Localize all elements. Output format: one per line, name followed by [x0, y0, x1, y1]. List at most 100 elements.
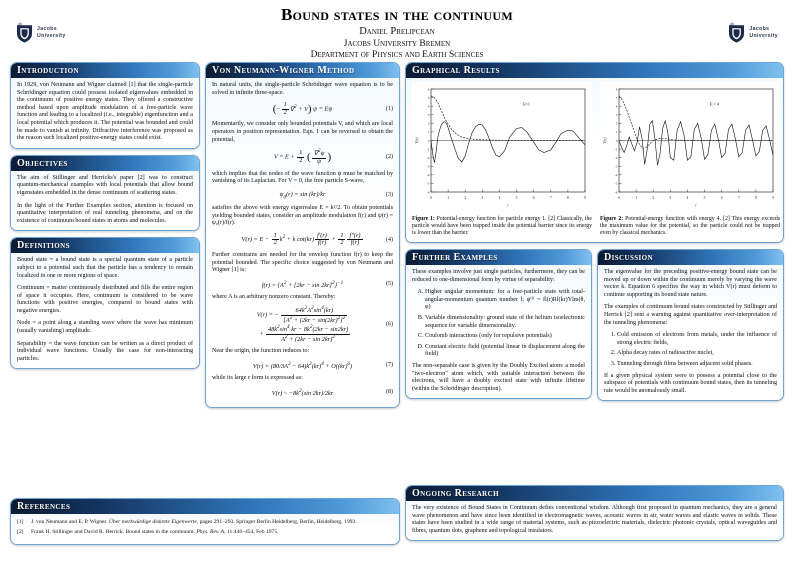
logo-line2: University [749, 32, 778, 39]
svg-text:9: 9 [584, 196, 586, 200]
section-discussion: Discussion The eigenvalue for the preced… [597, 249, 784, 402]
paragraph: Separability = the wave function can be … [17, 340, 193, 362]
author-name: Daniel Prelipcean [359, 26, 435, 37]
svg-text:V(r): V(r) [415, 137, 419, 144]
svg-text:5: 5 [516, 196, 518, 200]
section-objectives-title: Objectives [17, 157, 68, 169]
svg-text:4: 4 [499, 196, 501, 200]
section-vnw-title: Von Neumann-Wigner Method [212, 65, 355, 76]
svg-text:-2: -2 [427, 156, 430, 160]
figure-row: 0 1 2 3 4 5 6 7 8 9 -6 -5 -4 -3 -2 -1 0 1 2 3 4 5 6 r V(r) E=1 Fi… [412, 82, 780, 237]
subcolumn-further: Further Examples These examples involve … [405, 249, 592, 407]
logo-line2: University [37, 32, 66, 39]
equation-1: (− 1 2 ∇2 + V) ψ = Eψ (1) [272, 101, 393, 116]
svg-text:E=1: E=1 [523, 101, 530, 106]
list-item: Higher angular momentum: for a free-part… [425, 289, 585, 312]
reference-italic: Über merkwürdige diskrete Eigenwerte [108, 519, 197, 525]
svg-text:7: 7 [550, 196, 552, 200]
equation-3: ψ0(r) = sin (kr)/kr (3) [279, 190, 393, 200]
figure-2-label: Figure 2: [600, 216, 624, 222]
logo-line1: Jacobs [37, 26, 57, 33]
paragraph: Near the origin, the function reduces to… [212, 348, 310, 355]
section-ongoing-research-title: Ongoing Research [412, 488, 499, 499]
equation-6: V(r) = − 64k2A2sin4(kr) [A2 + (2kr − sin(… [256, 305, 393, 343]
paragraph: The very existence of Bound States in Co… [412, 505, 777, 534]
section-references: References [1] J. von Neumann and E. P. … [10, 498, 400, 546]
svg-text:5: 5 [428, 96, 430, 100]
chart-2-svg: 0 1 2 3 4 5 6 7 8 9 -6 -5 -4 -3 -2 -1 0 1 2 3 4 5 6 r V(r) E = 4 [603, 87, 774, 208]
section-vnw-body: In natural units, the single-particle Sc… [206, 78, 399, 407]
reference-pre: J. von Neumann and E. P. Wigner. [31, 519, 109, 525]
paragraph: In 1929, von Neumann and Wigner claimed … [17, 82, 193, 142]
svg-text:6: 6 [721, 196, 723, 200]
svg-text:4: 4 [428, 104, 430, 108]
svg-text:-4: -4 [615, 173, 618, 177]
equation-5: f(r) = {A2 + [2kr − sin 2kr]2}−1 (5) [261, 279, 393, 289]
section-objectives-body: The aim of Stillinger and Herricks's pap… [11, 170, 199, 231]
list-item: Coulomb interactions (only for repulsive… [425, 333, 585, 341]
svg-text:-1: -1 [427, 147, 430, 151]
svg-text:3: 3 [616, 113, 618, 117]
equation-1-number: (1) [386, 106, 393, 113]
equation-3-number: (3) [386, 192, 393, 199]
reference-italic: Phys. Rev. A [196, 529, 225, 536]
svg-text:-4: -4 [427, 173, 430, 177]
section-references-title: References [17, 501, 71, 512]
svg-text:-5: -5 [427, 182, 430, 186]
svg-text:5: 5 [616, 96, 618, 100]
reference-number: [2] [17, 529, 24, 536]
paragraph: which implies that the nodes of the wave… [212, 170, 393, 185]
section-introduction-title: Introduction [17, 65, 79, 76]
page-title: Bound states in the continuum [281, 5, 513, 24]
equation-5-number: (5) [386, 281, 393, 288]
figure-1-caption: Figure 1: Potential-energy function for … [412, 216, 592, 237]
list-item: Constant electric field (potential linea… [425, 344, 585, 359]
section-discussion-title: Discussion [604, 252, 653, 263]
column-left: Introduction In 1929, von Neumann and Wi… [10, 62, 200, 375]
svg-text:r: r [695, 204, 697, 208]
plot-1: 0 1 2 3 4 5 6 7 8 9 -6 -5 -4 -3 -2 -1 0 1 2 3 4 5 6 r V(r) E=1 [412, 82, 592, 214]
column-right: Graphical Results 0 1 2 3 4 5 6 7 8 9 -6 -5 -4 -3 -2 -1… [405, 62, 784, 407]
svg-text:1: 1 [428, 130, 430, 134]
svg-text:2: 2 [428, 122, 430, 126]
section-definitions-header: Definitions [11, 238, 199, 254]
logo-right-text: Jacobs University [749, 26, 778, 39]
plot-2: 0 1 2 3 4 5 6 7 8 9 -6 -5 -4 -3 -2 -1 0 1 2 3 4 5 6 r V(r) E = 4 [600, 82, 780, 214]
affiliation-line-1: Jacobs University Bremen [343, 39, 451, 49]
equation-7-number: (7) [386, 362, 393, 369]
section-introduction-body: In 1929, von Neumann and Wigner claimed … [11, 78, 199, 148]
figure-1-cell: 0 1 2 3 4 5 6 7 8 9 -6 -5 -4 -3 -2 -1 0 1 2 3 4 5 6 r V(r) E=1 Fi… [412, 82, 592, 237]
equation-4-number: (4) [386, 236, 393, 243]
section-further-examples-header: Further Examples [406, 250, 591, 265]
paragraph: In natural units, the single-particle Sc… [212, 82, 393, 96]
reference-text: Frank H. Stillinger and David R. Herrick… [31, 529, 393, 536]
svg-text:3: 3 [481, 196, 483, 200]
paragraph: satisfies the above with energy eigenval… [212, 204, 393, 227]
svg-text:0: 0 [430, 196, 432, 200]
section-further-examples-body: These examples involve just single parti… [406, 265, 591, 399]
figure-1-text: Potential-energy function for particle e… [412, 216, 592, 236]
svg-text:-2: -2 [615, 156, 618, 160]
section-graphical-results-header: Graphical Results [406, 63, 783, 78]
figure-2-text: Potential-energy function with energy 4.… [600, 216, 780, 236]
reference-item: [1] J. von Neumann and E. P. Wigner. Übe… [17, 519, 393, 526]
paragraph: Momentarily, we consider only bounded po… [212, 121, 393, 143]
list-item: Alpha decay rates of radioactive nuclei, [617, 350, 777, 358]
section-definitions-title: Definitions [17, 240, 70, 252]
equation-4: V(r) = E − 1 2 k2 + k cot(kr) f′(r) f(r) + 1… [241, 231, 394, 247]
column-middle: Von Neumann-Wigner Method In natural uni… [205, 62, 400, 414]
paragraph: while its large r form is expressed as: [212, 374, 303, 381]
svg-text:-3: -3 [427, 165, 430, 169]
reference-number: [1] [17, 519, 24, 525]
figure-2-cell: 0 1 2 3 4 5 6 7 8 9 -6 -5 -4 -3 -2 -1 0 1 2 3 4 5 6 r V(r) E = 4 … [600, 82, 780, 237]
section-introduction: Introduction In 1929, von Neumann and Wi… [10, 62, 200, 149]
paragraph: Continuum = matter continuously distribu… [17, 285, 193, 314]
equation-7: V(r) = (80/3A2 − 64)k2(kr)4 + O((kr)6) (… [252, 360, 393, 370]
further-examples-list: Higher angular momentum: for a free-part… [412, 289, 585, 359]
chart-1-svg: 0 1 2 3 4 5 6 7 8 9 -6 -5 -4 -3 -2 -1 0 1 2 3 4 5 6 r V(r) E=1 [415, 87, 586, 207]
svg-text:0: 0 [616, 139, 618, 143]
jacobs-shield-icon [16, 22, 33, 43]
ongoing-wrapper: Ongoing Research The very existence of B… [405, 485, 784, 547]
equation-2-number: (2) [386, 154, 393, 161]
